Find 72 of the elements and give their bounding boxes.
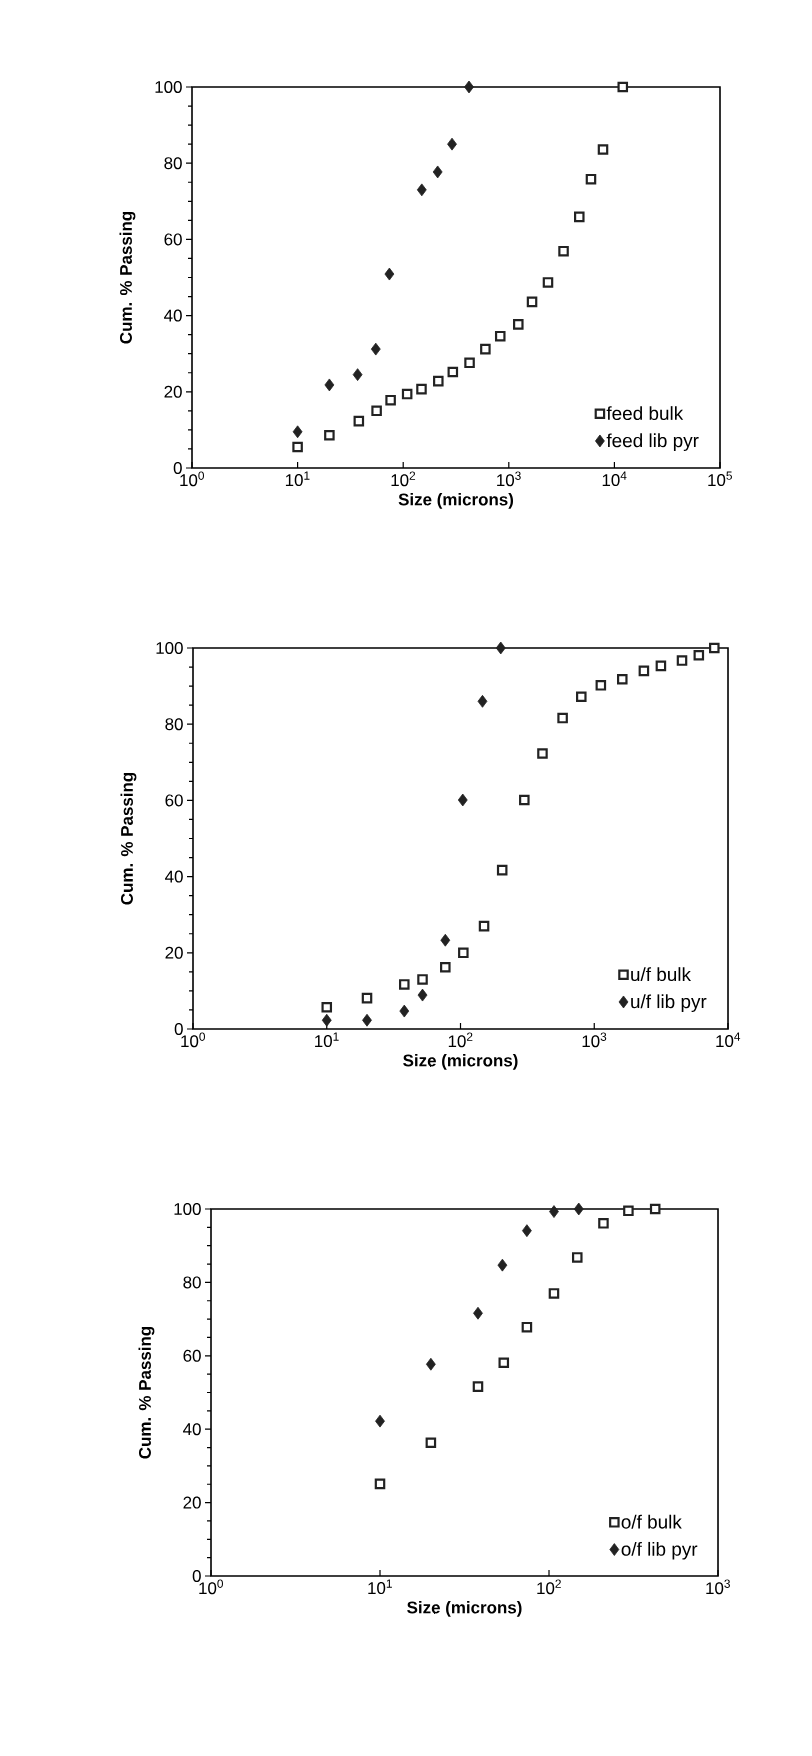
x-tick-label: 10$^{3}$ <box>706 1579 730 1595</box>
point <box>549 1205 559 1218</box>
y-tick-label: 60 <box>183 1349 201 1362</box>
y-tick-label: 100 <box>156 641 183 654</box>
point <box>399 979 410 990</box>
y-tick-label: 60 <box>164 233 182 246</box>
y-tick-label: 80 <box>165 718 183 731</box>
x-axis-title: Size (microns) <box>398 493 514 509</box>
point <box>496 864 508 876</box>
point <box>477 694 488 708</box>
point <box>417 988 428 1002</box>
point <box>417 974 428 985</box>
x-tick-label: 10$^{1}$ <box>368 1579 392 1595</box>
legend-label: feed bulk <box>606 406 684 421</box>
y-tick-label: 0 <box>192 1570 201 1582</box>
legend-label: u/f bulk <box>631 967 692 982</box>
y-tick-label: 100 <box>174 1203 201 1215</box>
legend-label: o/f lib pyr <box>621 1541 698 1560</box>
legend-label: o/f bulk <box>621 1514 682 1529</box>
y-tick-label: 0 <box>174 1022 183 1035</box>
point <box>693 649 705 661</box>
y-tick-label: 20 <box>164 385 182 398</box>
x-tick-label: 10$^{4}$ <box>716 1032 741 1048</box>
point <box>521 1321 533 1333</box>
x-axis-title: Size (microns) <box>403 1054 518 1070</box>
point <box>616 673 628 685</box>
point <box>598 1218 609 1229</box>
point <box>571 1252 583 1263</box>
point <box>458 947 469 959</box>
x-tick-label: 10$^{2}$ <box>448 1032 473 1048</box>
point <box>595 680 607 691</box>
y-tick-label: 0 <box>173 461 182 474</box>
point <box>649 1203 661 1215</box>
point <box>623 1205 634 1217</box>
point <box>548 1288 560 1299</box>
y-tick-label: 40 <box>183 1423 201 1436</box>
point <box>478 920 490 932</box>
y-tick-label: 20 <box>183 1496 201 1509</box>
y-tick-label: 80 <box>164 157 182 170</box>
point <box>457 793 468 807</box>
x-tick-label: 10$^{3}$ <box>582 1032 607 1048</box>
y-tick-label: 100 <box>155 80 182 93</box>
y-tick-label: 60 <box>165 794 183 807</box>
y-axis-title: Cum. % Passing <box>119 211 136 344</box>
point <box>497 1258 508 1272</box>
legend-label: feed lib pyr <box>606 433 699 451</box>
y-tick-label: 20 <box>165 946 183 959</box>
y-axis-title: Cum. % Passing <box>120 772 137 905</box>
x-tick-label: 10$^{5}$ <box>708 471 732 487</box>
x-tick-label: 10$^{2}$ <box>537 1579 561 1595</box>
point <box>399 1004 410 1018</box>
point <box>676 655 688 666</box>
point <box>655 660 667 672</box>
point <box>573 1202 584 1216</box>
point <box>557 712 568 724</box>
x-tick-label: 10$^{1}$ <box>285 471 310 487</box>
x-tick-label: 10$^{3}$ <box>497 471 521 487</box>
point <box>473 1306 483 1320</box>
legend-label: u/f lib pyr <box>631 994 707 1012</box>
x-tick-label: 10$^{4}$ <box>602 471 627 487</box>
point <box>498 1357 510 1369</box>
x-tick-label: 10$^{1}$ <box>315 1032 339 1048</box>
point <box>537 748 548 759</box>
point <box>472 1381 484 1392</box>
y-tick-label: 80 <box>183 1276 201 1289</box>
y-tick-label: 40 <box>165 870 183 883</box>
y-tick-label: 40 <box>164 309 182 322</box>
y-axis-title: Cum. % Passing <box>138 1326 155 1459</box>
x-axis-title: Size (microns) <box>407 1601 522 1617</box>
x-tick-label: 10$^{2}$ <box>391 471 416 487</box>
point <box>576 691 587 703</box>
point <box>522 1224 532 1238</box>
